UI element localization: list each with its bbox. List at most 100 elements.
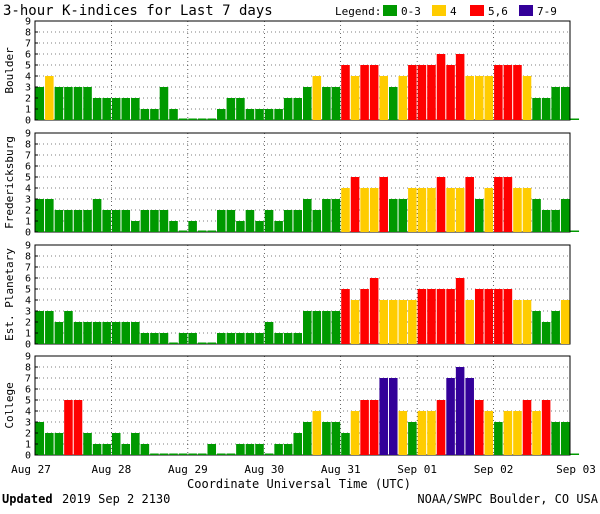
kindex-bar xyxy=(455,367,465,455)
kindex-bar xyxy=(121,444,131,455)
kindex-bar xyxy=(169,453,178,455)
kindex-bar xyxy=(408,65,417,120)
kindex-bar xyxy=(560,199,570,232)
kindex-bar xyxy=(217,333,226,344)
y-tick-label: 8 xyxy=(25,363,31,374)
kindex-bar xyxy=(45,76,54,120)
kindex-bar xyxy=(245,333,255,344)
y-tick-label: 7 xyxy=(25,39,31,50)
kindex-bar xyxy=(35,87,45,120)
y-tick-label: 3 xyxy=(25,83,31,94)
y-tick-label: 7 xyxy=(25,374,31,385)
kindex-bar xyxy=(274,109,283,120)
kindex-bar xyxy=(245,210,255,232)
kindex-bar xyxy=(255,444,264,455)
kindex-bar xyxy=(197,453,207,455)
kindex-bar xyxy=(513,65,522,120)
kindex-bar xyxy=(417,188,427,232)
kindex-bar xyxy=(331,422,341,455)
y-tick-label: 8 xyxy=(25,252,31,263)
kindex-bar xyxy=(92,444,102,455)
kindex-bar xyxy=(111,433,121,455)
kindex-bar xyxy=(541,98,551,120)
kindex-bar xyxy=(274,221,283,232)
kindex-bar xyxy=(522,188,532,232)
kindex-bar xyxy=(312,210,322,232)
y-tick-label: 9 xyxy=(25,352,31,363)
y-tick-label: 2 xyxy=(25,206,31,217)
kindex-bar xyxy=(532,411,541,455)
kindex-bar xyxy=(341,289,350,344)
y-tick-label: 3 xyxy=(25,195,31,206)
kindex-bar xyxy=(207,230,217,232)
y-tick-label: 2 xyxy=(25,94,31,105)
kindex-bar xyxy=(150,210,159,232)
y-tick-label: 6 xyxy=(25,50,31,61)
y-tick-label: 8 xyxy=(25,28,31,39)
y-tick-label: 8 xyxy=(25,140,31,151)
y-tick-label: 6 xyxy=(25,162,31,173)
kindex-bar xyxy=(264,322,274,344)
kindex-bar xyxy=(45,199,54,232)
kindex-bar xyxy=(427,188,436,232)
kindex-bar xyxy=(465,378,474,455)
legend-entry-label-3: 7-9 xyxy=(537,5,557,18)
kindex-bar xyxy=(188,453,197,455)
y-tick-label: 6 xyxy=(25,274,31,285)
kindex-bar xyxy=(331,87,341,120)
legend: Legend: 0-3 4 5,6 7-9 xyxy=(335,5,557,18)
kindex-bar xyxy=(64,210,73,232)
kindex-bar xyxy=(465,76,474,120)
kindex-bar xyxy=(474,400,484,455)
chart-title: 3-hour K-indices for Last 7 days xyxy=(3,3,273,19)
kindex-bar xyxy=(560,87,570,120)
panel-label: Fredericksburg xyxy=(3,136,16,229)
kindex-bar xyxy=(436,54,446,120)
kindex-bar xyxy=(541,400,551,455)
kindex-bar xyxy=(446,65,455,120)
kindex-bar xyxy=(226,333,236,344)
chart-title-group: 3-hour K-indices for Last 7 days xyxy=(3,3,273,19)
kindex-bar xyxy=(45,433,54,455)
kindex-bar xyxy=(121,210,131,232)
updated-label: Updated xyxy=(2,492,53,506)
kindex-bar xyxy=(217,453,226,455)
kindex-bar xyxy=(217,210,226,232)
kindex-bar xyxy=(388,378,398,455)
x-tick-label: Aug 30 xyxy=(244,463,284,476)
y-tick-label: 3 xyxy=(25,418,31,429)
kindex-bar xyxy=(140,444,150,455)
kindex-bar xyxy=(503,411,513,455)
kindex-bar xyxy=(54,210,64,232)
kindex-bar xyxy=(293,210,302,232)
kindex-bar xyxy=(570,230,580,232)
kindex-bar xyxy=(178,118,188,120)
kindex-bar xyxy=(283,444,293,455)
kindex-bar xyxy=(360,65,369,120)
kindex-bar xyxy=(111,322,121,344)
kindex-bar xyxy=(207,444,217,455)
kindex-bar xyxy=(226,98,236,120)
kindex-bar xyxy=(513,300,522,344)
kindex-bar xyxy=(360,400,369,455)
kindex-bar xyxy=(92,322,102,344)
kindex-bar xyxy=(474,76,484,120)
legend-label: Legend: xyxy=(335,5,381,18)
kindex-bar xyxy=(274,333,283,344)
kindex-bar xyxy=(484,188,494,232)
y-tick-label: 3 xyxy=(25,307,31,318)
kindex-bar xyxy=(73,400,83,455)
y-tick-label: 6 xyxy=(25,385,31,396)
kindex-bar xyxy=(494,289,503,344)
x-axis: Aug 27 Aug 28 Aug 29 Aug 30 Aug 31 Sep 01 Sep … xyxy=(11,463,596,476)
kindex-bar xyxy=(140,333,150,344)
source-credit: NOAA/SWPC Boulder, CO USA xyxy=(417,492,598,506)
kindex-bar xyxy=(255,333,264,344)
kindex-bar xyxy=(560,300,570,344)
kindex-bar xyxy=(350,76,360,120)
kindex-bar xyxy=(551,422,560,455)
y-tick-label: 1 xyxy=(25,440,31,451)
kindex-bar xyxy=(111,98,121,120)
kindex-bar xyxy=(427,411,436,455)
y-tick-label: 4 xyxy=(25,184,31,195)
